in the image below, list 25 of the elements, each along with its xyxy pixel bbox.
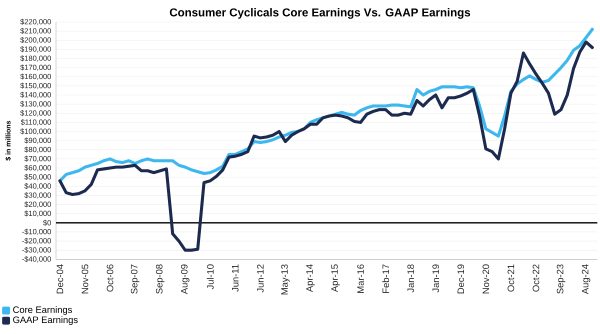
x-tick-label: Oct-22 <box>532 264 540 292</box>
x-tick-label: May-13 <box>281 264 290 294</box>
x-tick-label: Jan-19 <box>432 264 440 292</box>
x-tick-label: Mar-16 <box>357 264 364 293</box>
legend-label: GAAP Earnings <box>13 316 78 325</box>
x-tick-label: Jan-18 <box>407 264 414 292</box>
x-tick-label: Sep-07 <box>130 264 140 294</box>
legend-label: Core Earnings <box>13 306 72 315</box>
x-tick-label: Nov-05 <box>82 264 88 294</box>
x-tick-label: Sep-08 <box>156 264 164 294</box>
x-tick-label: Jun-12 <box>257 264 264 292</box>
x-tick-label: Apr-15 <box>331 264 340 292</box>
x-tick-label: Aug-24 <box>582 264 590 294</box>
x-tick-label: Dec-04 <box>56 264 64 294</box>
chart-title: Consumer Cyclicals Core Earnings Vs. GAAP Earnings <box>170 8 470 19</box>
x-tick-label: Dec-19 <box>457 264 464 294</box>
x-tick-label: Oct-06 <box>106 264 114 292</box>
x-tick-label: Aug-09 <box>180 264 190 294</box>
x-tick-label: Sep-23 <box>556 264 566 294</box>
x-tick-label: Apr-14 <box>306 264 315 292</box>
x-tick-label: Jun-11 <box>232 264 239 292</box>
x-tick-label: Nov-20 <box>482 264 490 294</box>
x-tick-label: Feb-17 <box>382 264 390 293</box>
x-tick-label: Oct-21 <box>508 264 514 292</box>
x-tick-label: Jul-10 <box>206 264 214 290</box>
